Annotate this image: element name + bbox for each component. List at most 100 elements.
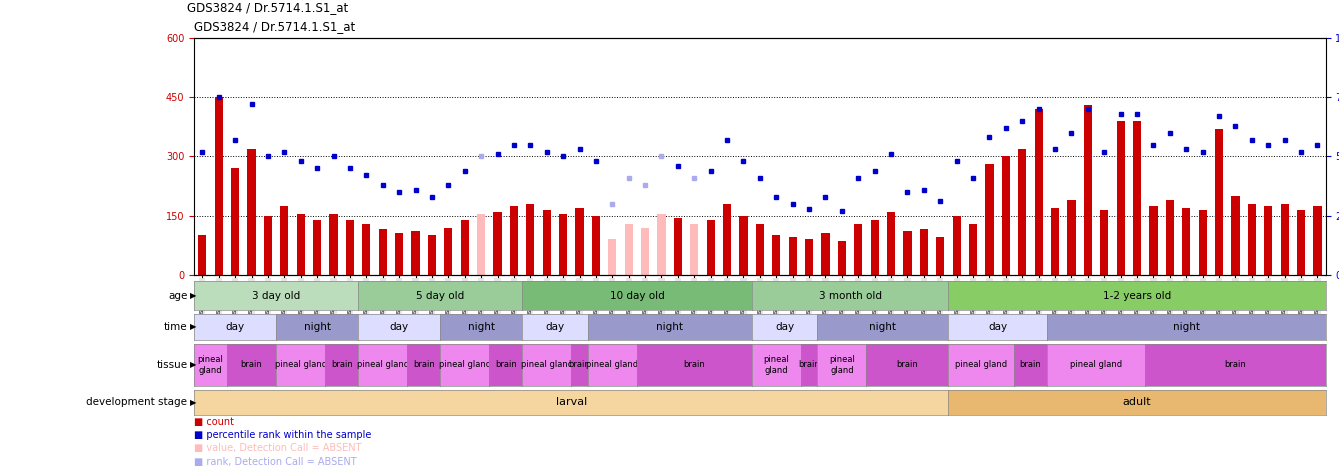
Bar xyxy=(1314,206,1322,275)
Text: larval: larval xyxy=(556,397,586,408)
Bar xyxy=(723,204,731,275)
Text: night: night xyxy=(467,322,494,332)
Bar xyxy=(838,241,846,275)
Bar xyxy=(821,234,830,275)
Text: pineal
gland: pineal gland xyxy=(829,356,854,374)
Text: adult: adult xyxy=(1122,397,1152,408)
Text: brain: brain xyxy=(331,361,352,369)
Text: pineal
gland: pineal gland xyxy=(763,356,789,374)
Text: day: day xyxy=(545,322,565,332)
Text: night: night xyxy=(304,322,331,332)
Text: development stage: development stage xyxy=(87,397,187,408)
Text: ▶: ▶ xyxy=(190,361,197,369)
Bar xyxy=(526,204,534,275)
Text: 1-2 years old: 1-2 years old xyxy=(1103,291,1172,301)
Bar xyxy=(1280,204,1288,275)
Bar xyxy=(755,224,765,275)
Bar xyxy=(674,218,682,275)
Bar xyxy=(1232,196,1240,275)
Bar xyxy=(870,219,878,275)
Bar xyxy=(345,219,353,275)
Bar xyxy=(936,237,944,275)
Bar xyxy=(248,148,256,275)
Bar xyxy=(1018,148,1027,275)
Bar xyxy=(428,236,437,275)
Text: day: day xyxy=(775,322,794,332)
Bar xyxy=(854,224,862,275)
Bar xyxy=(1297,210,1306,275)
Text: pineal gland: pineal gland xyxy=(1070,361,1122,369)
Text: 10 day old: 10 day old xyxy=(609,291,664,301)
Text: day: day xyxy=(988,322,1007,332)
Text: pineal gland: pineal gland xyxy=(356,361,408,369)
Bar xyxy=(969,224,977,275)
Text: pineal
gland: pineal gland xyxy=(198,356,224,374)
Bar xyxy=(886,212,896,275)
Bar xyxy=(558,214,568,275)
Bar xyxy=(773,236,781,275)
Bar xyxy=(707,219,715,275)
Bar xyxy=(576,208,584,275)
Text: brain: brain xyxy=(569,361,590,369)
Text: brain: brain xyxy=(495,361,517,369)
Text: pineal gland: pineal gland xyxy=(586,361,639,369)
Text: brain: brain xyxy=(798,361,819,369)
Bar xyxy=(592,216,600,275)
Text: ■ value, Detection Call = ABSENT: ■ value, Detection Call = ABSENT xyxy=(194,443,362,454)
Text: day: day xyxy=(225,322,245,332)
Bar xyxy=(952,216,961,275)
Bar xyxy=(789,237,797,275)
Text: pineal gland: pineal gland xyxy=(439,361,491,369)
Bar xyxy=(379,229,387,275)
Bar xyxy=(1214,129,1223,275)
Bar xyxy=(657,214,665,275)
Bar xyxy=(920,229,928,275)
Text: ■ rank, Detection Call = ABSENT: ■ rank, Detection Call = ABSENT xyxy=(194,456,356,467)
Bar xyxy=(198,236,206,275)
Bar xyxy=(297,214,305,275)
Bar xyxy=(542,210,550,275)
Text: age: age xyxy=(169,291,187,301)
Bar xyxy=(1051,208,1059,275)
Text: ▶: ▶ xyxy=(190,292,197,300)
Bar xyxy=(1083,105,1091,275)
Bar xyxy=(264,216,272,275)
Text: brain: brain xyxy=(1019,361,1042,369)
Bar xyxy=(363,224,371,275)
Bar xyxy=(214,97,222,275)
Bar xyxy=(739,216,747,275)
Bar xyxy=(805,239,813,275)
Bar xyxy=(1133,121,1141,275)
Text: day: day xyxy=(390,322,408,332)
Text: brain: brain xyxy=(241,361,262,369)
Bar xyxy=(493,212,502,275)
Bar xyxy=(510,206,518,275)
Text: 3 day old: 3 day old xyxy=(252,291,300,301)
Text: pineal gland: pineal gland xyxy=(521,361,573,369)
Bar xyxy=(1264,206,1272,275)
Text: ■ count: ■ count xyxy=(194,417,234,427)
Bar xyxy=(1166,200,1174,275)
Text: 5 day old: 5 day old xyxy=(416,291,465,301)
Bar xyxy=(1198,210,1206,275)
Bar xyxy=(1149,206,1157,275)
Bar xyxy=(1067,200,1075,275)
Bar xyxy=(1117,121,1125,275)
Text: brain: brain xyxy=(412,361,435,369)
Text: brain: brain xyxy=(897,361,919,369)
Text: pineal gland: pineal gland xyxy=(274,361,327,369)
Text: 3 month old: 3 month old xyxy=(818,291,881,301)
Bar xyxy=(1035,109,1043,275)
Bar xyxy=(641,228,649,275)
Text: GDS3824 / Dr.5714.1.S1_at: GDS3824 / Dr.5714.1.S1_at xyxy=(187,1,348,14)
Text: time: time xyxy=(163,322,187,332)
Bar xyxy=(329,214,337,275)
Bar xyxy=(624,224,633,275)
Bar xyxy=(1002,156,1010,275)
Bar xyxy=(608,239,616,275)
Text: brain: brain xyxy=(1225,361,1247,369)
Bar xyxy=(461,219,469,275)
Text: night: night xyxy=(656,322,683,332)
Text: brain: brain xyxy=(683,361,706,369)
Bar xyxy=(904,231,912,275)
